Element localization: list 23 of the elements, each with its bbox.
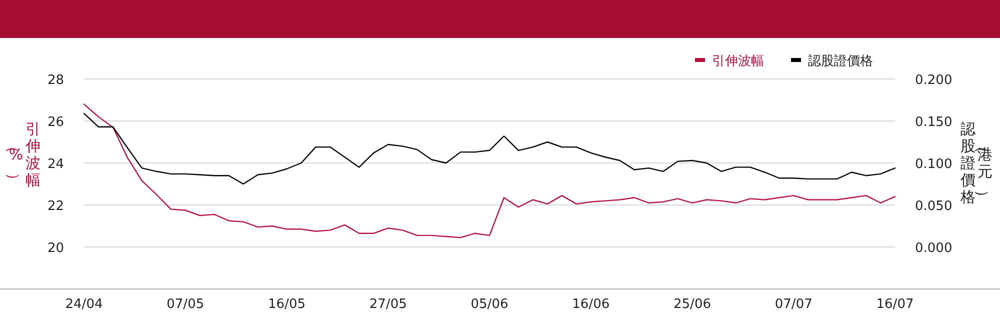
x-tick-label: 24/04 xyxy=(65,297,103,312)
y-tick-label: 26 xyxy=(47,115,64,130)
y2-tick-label: 0.000 xyxy=(915,241,952,256)
x-tick-label: 05/06 xyxy=(470,297,508,312)
x-tick-label: 16/05 xyxy=(268,297,306,312)
legend-label: 引伸波幅 xyxy=(712,54,764,69)
y-axis-title: 引伸波幅（%） xyxy=(4,120,40,189)
legend-label: 認股證價格 xyxy=(808,54,873,69)
y2-axis-title: 認股證價格（港元） xyxy=(960,120,992,206)
x-tick-label: 25/06 xyxy=(674,297,711,312)
x-tick-label: 16/06 xyxy=(572,297,610,312)
y-tick-label: 28 xyxy=(47,73,64,88)
y-tick-label: 20 xyxy=(47,241,64,256)
y2-tick-label: 0.100 xyxy=(915,157,952,172)
x-tick-label: 07/07 xyxy=(774,297,812,312)
x-tick-label: 16/07 xyxy=(876,297,914,312)
x-tick-label: 27/05 xyxy=(369,297,407,312)
x-tick-label: 07/05 xyxy=(166,297,204,312)
y2-tick-label: 0.200 xyxy=(915,73,952,88)
y2-tick-label: 0.050 xyxy=(915,199,952,214)
y-tick-label: 24 xyxy=(47,157,64,172)
y-tick-label: 22 xyxy=(47,199,64,214)
y2-tick-label: 0.150 xyxy=(915,115,952,130)
